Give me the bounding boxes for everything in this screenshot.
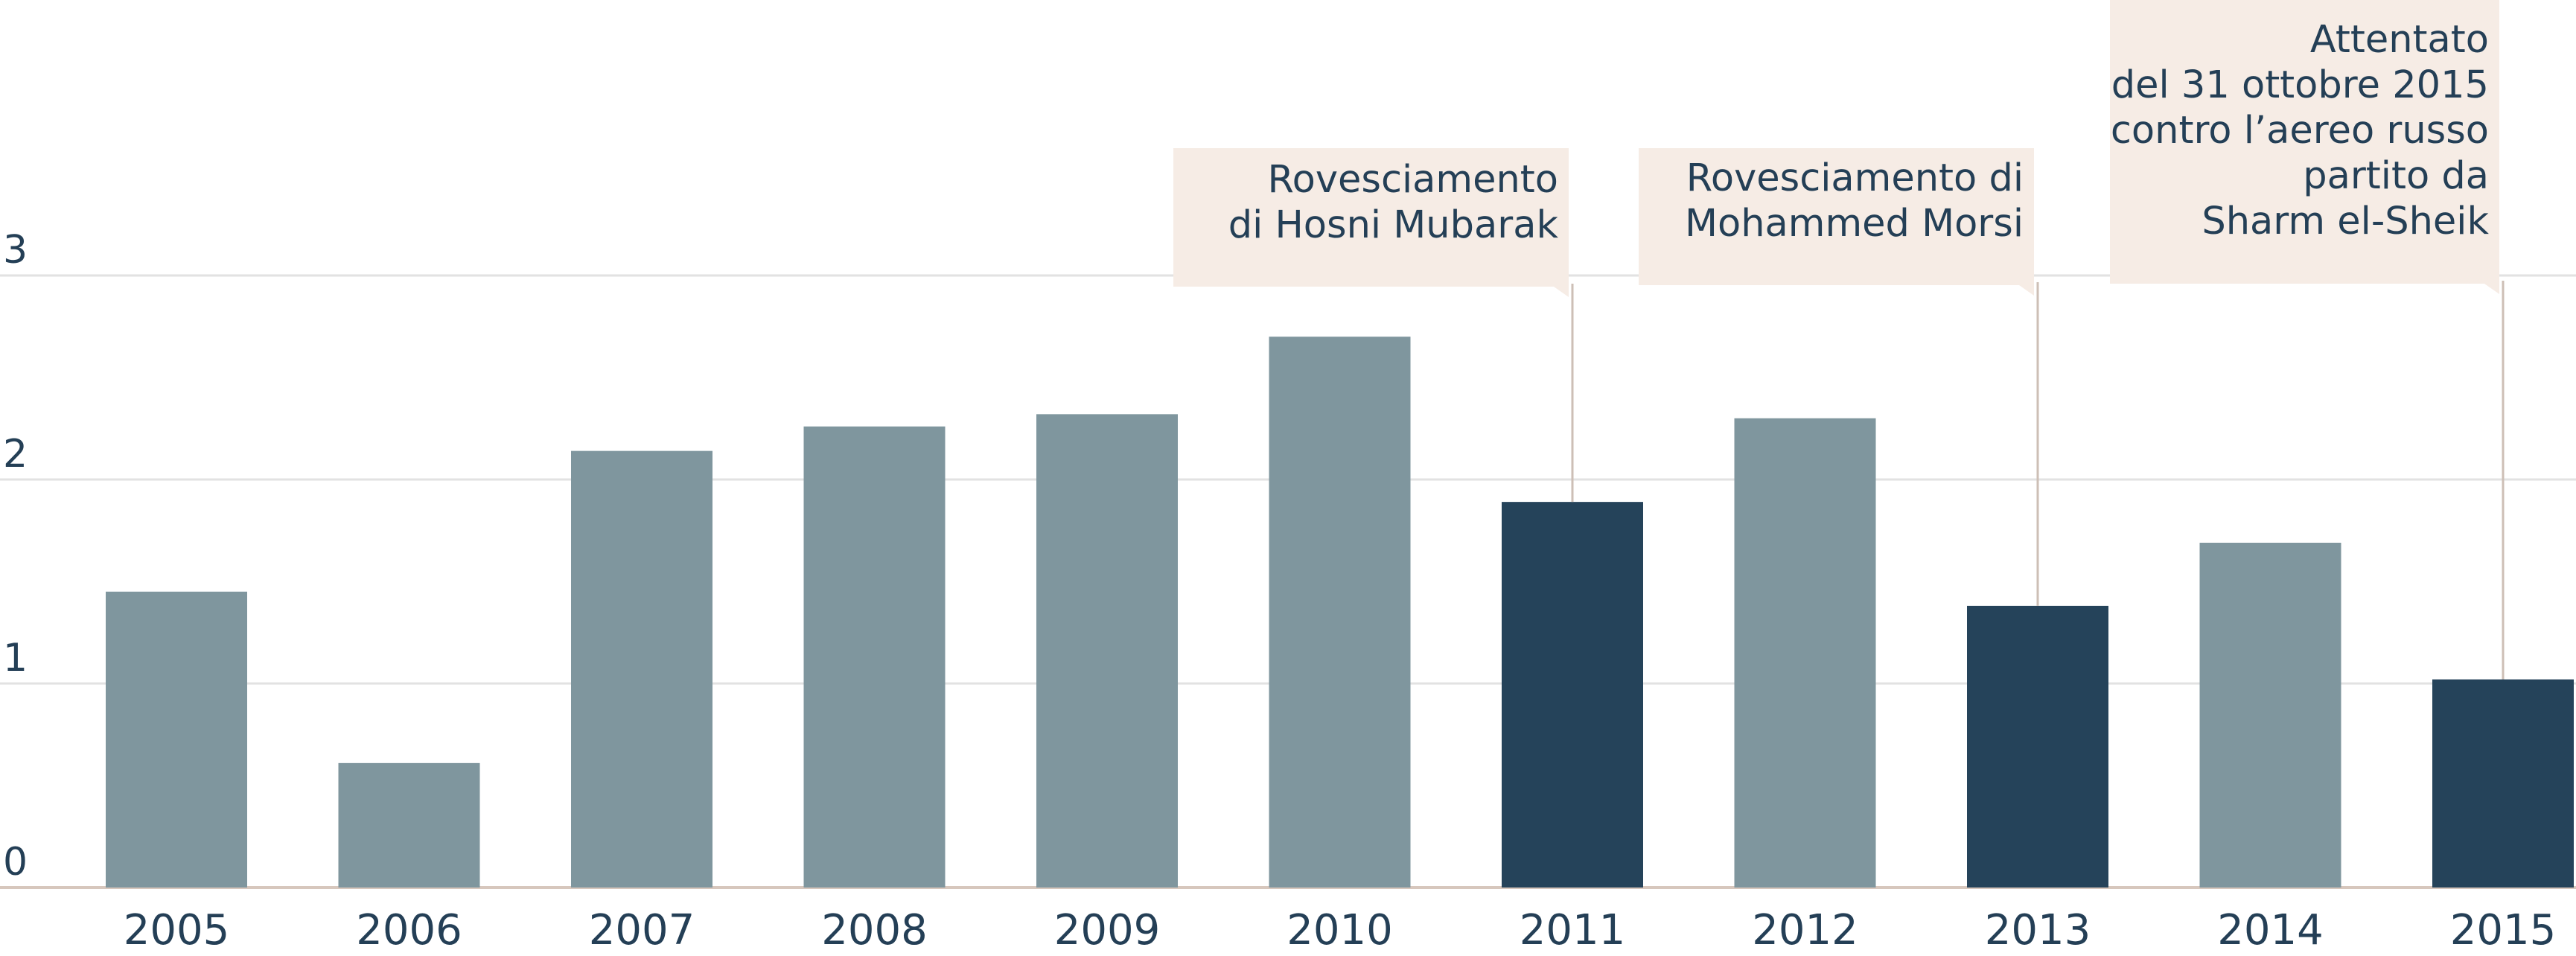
bar-2008 xyxy=(803,426,946,888)
annotation-text-line: Rovesciamento xyxy=(1267,158,1558,202)
x-tick-label: 2009 xyxy=(1054,906,1161,955)
bar-2007 xyxy=(571,450,712,888)
y-tick-label: 2 xyxy=(3,432,28,477)
x-tick-label: 2010 xyxy=(1287,906,1393,955)
bar-2010 xyxy=(1269,337,1411,888)
y-tick-label: 3 xyxy=(3,228,28,273)
annotation-text-line: partito da xyxy=(2303,154,2489,198)
x-tick-label: 2012 xyxy=(1752,906,1858,955)
y-tick-label: 1 xyxy=(3,636,28,681)
bar-2012 xyxy=(1734,418,1876,888)
annotation-box xyxy=(1173,148,1569,297)
annotation-leaders xyxy=(1571,281,2505,680)
x-tick-label: 2015 xyxy=(2450,906,2557,955)
x-tick-label: 2011 xyxy=(1520,906,1626,955)
bar-2014 xyxy=(2199,542,2341,888)
bar-2015 xyxy=(2432,679,2574,888)
bar-2006 xyxy=(338,762,480,888)
x-tick-label: 2005 xyxy=(124,906,230,955)
bar-2011 xyxy=(1502,502,1643,888)
annotation-box xyxy=(2110,0,2499,294)
annotation-text-line: Sharm el-Sheik xyxy=(2202,200,2489,243)
x-tick-label: 2013 xyxy=(1985,906,2091,955)
bars xyxy=(106,337,2574,888)
annotation-text-line: Mohammed Morsi xyxy=(1685,202,2024,246)
x-axis-ticks: 2005 2006 2007 2008 2009 2010 2011 2012 2013 2014… xyxy=(124,906,2557,955)
x-tick-label: 2008 xyxy=(821,906,928,955)
x-tick-label: 2014 xyxy=(2217,906,2324,955)
annotation-text-line: di Hosni Mubarak xyxy=(1228,203,1559,247)
bar-2013 xyxy=(1967,605,2108,888)
annotation-text-line: del 31 ottobre 2015 xyxy=(2111,63,2489,107)
bar-2005 xyxy=(106,591,247,888)
y-tick-label: 0 xyxy=(3,840,28,885)
annotation-text-line: Rovesciamento di xyxy=(1686,156,2024,200)
annotation-box xyxy=(1639,148,2034,296)
annotation-text-line: contro l’aereo russo xyxy=(2111,109,2489,153)
annotation-text-line: Attentato xyxy=(2310,18,2489,62)
x-tick-label: 2006 xyxy=(356,906,462,955)
bar-2009 xyxy=(1036,414,1178,888)
x-tick-label: 2007 xyxy=(589,906,695,955)
y-axis-ticks: 0 1 2 3 xyxy=(3,228,28,885)
